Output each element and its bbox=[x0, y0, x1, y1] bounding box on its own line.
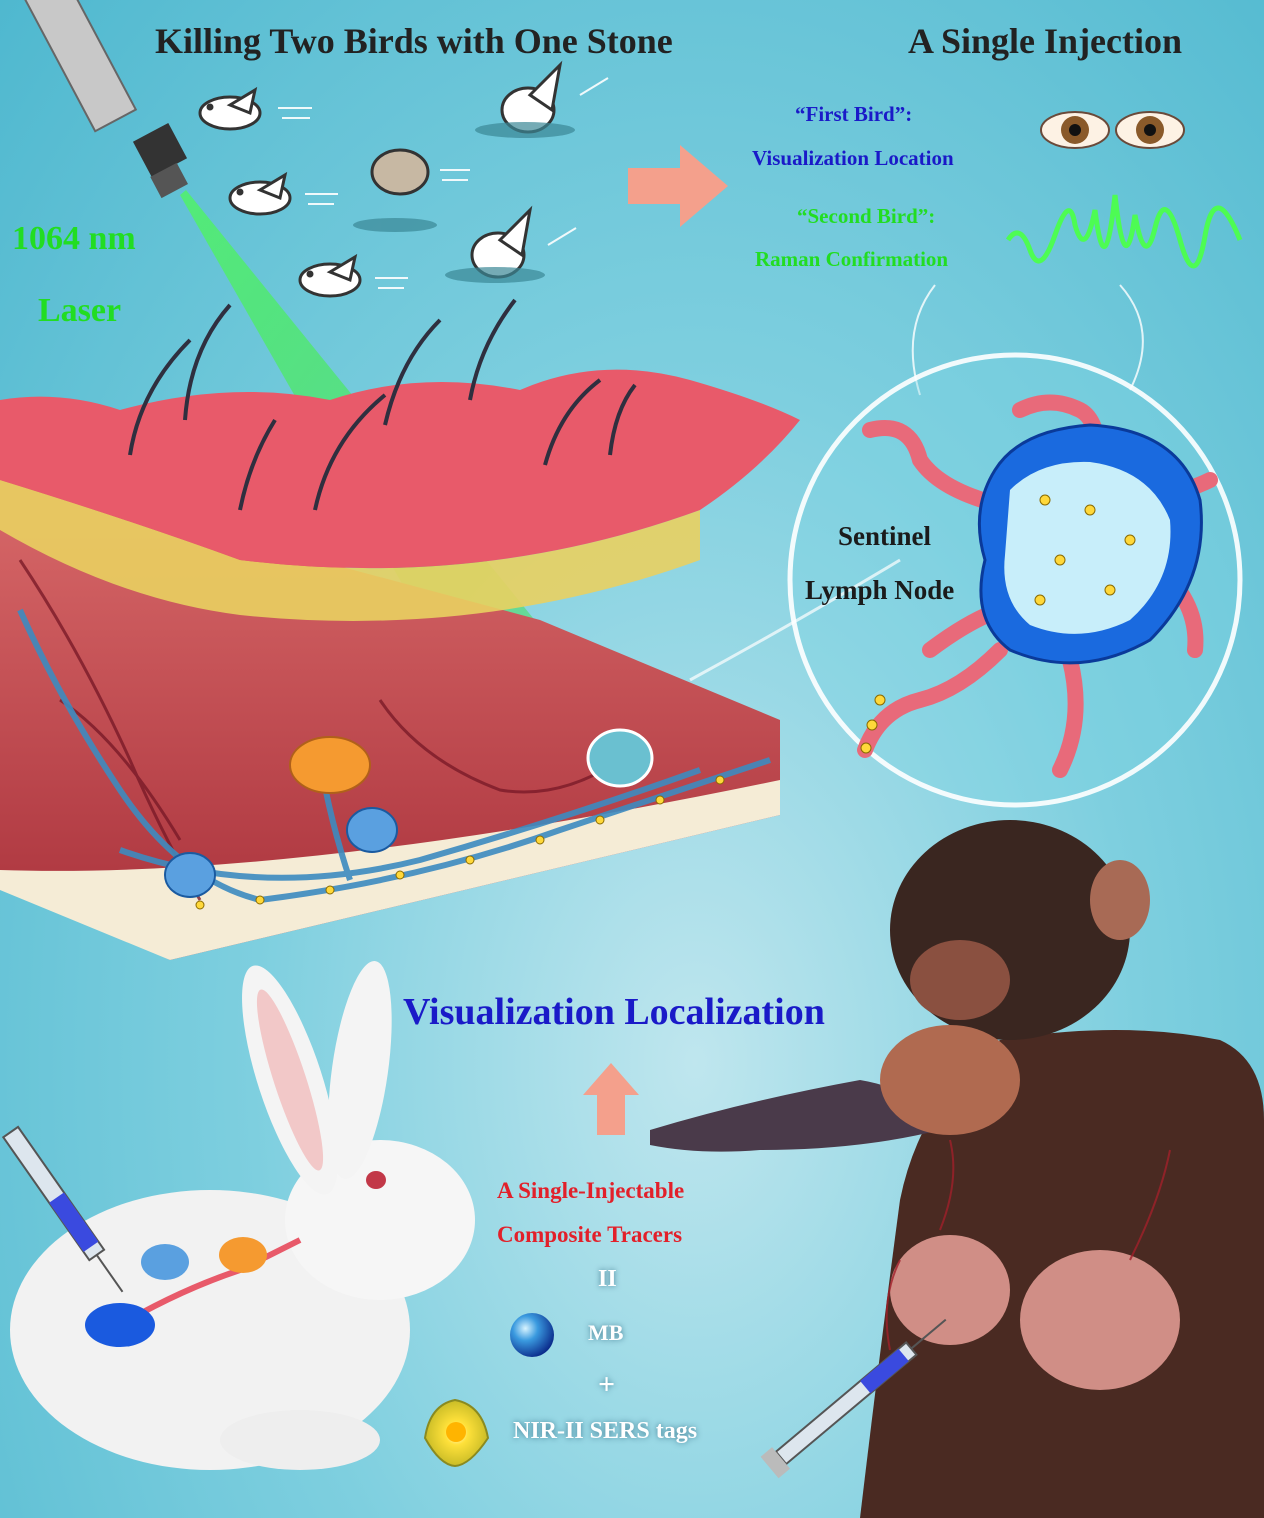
visualization-localization: Visualization Localization bbox=[403, 991, 825, 1033]
motion-lines bbox=[278, 77, 609, 289]
glow-swoosh bbox=[689, 558, 901, 682]
right-arrow-icon bbox=[628, 145, 728, 227]
tracer-line2: Composite Tracers bbox=[497, 1222, 683, 1247]
laser-label: Laser bbox=[38, 292, 122, 329]
sers-label: NIR-II SERS tags bbox=[513, 1418, 698, 1444]
first-bird-label: “First Bird”: bbox=[795, 102, 913, 126]
skin-tissue-block bbox=[0, 298, 800, 960]
equals-sign: II bbox=[598, 1266, 617, 1292]
up-arrow-icon bbox=[583, 1063, 639, 1135]
chimpanzee bbox=[650, 820, 1264, 1518]
laser-wavelength: 1064 nm bbox=[12, 220, 136, 257]
tracer-line1: A Single-Injectable bbox=[497, 1178, 685, 1203]
node-label-line2: Lymph Node bbox=[805, 575, 955, 605]
eyes-icon bbox=[1040, 111, 1185, 149]
mb-microbubble-icon bbox=[510, 1313, 554, 1357]
laser-pointer bbox=[23, 0, 188, 199]
syringe-icon bbox=[1, 1125, 124, 1293]
stone-icon bbox=[370, 148, 430, 196]
bird-shadows bbox=[353, 122, 575, 283]
magnified-lymph-node bbox=[787, 352, 1243, 808]
lymph-nodes-in-tissue bbox=[164, 728, 654, 898]
raman-signal-icon bbox=[1005, 194, 1243, 269]
plus-sign: + bbox=[598, 1368, 616, 1401]
sers-tag-icon bbox=[423, 1398, 490, 1468]
connector-lines bbox=[911, 284, 1144, 396]
hairs bbox=[128, 298, 637, 511]
title-left: Killing Two Birds with One Stone bbox=[155, 21, 673, 61]
second-bird-desc: Raman Confirmation bbox=[755, 247, 949, 271]
mb-label: MB bbox=[588, 1320, 624, 1345]
first-bird-desc: Visualization Location bbox=[752, 146, 954, 170]
node-label-line1: Sentinel bbox=[838, 521, 932, 551]
syringe-icon-2 bbox=[760, 1318, 947, 1479]
title-right: A Single Injection bbox=[908, 21, 1183, 61]
rabbit bbox=[10, 961, 475, 1470]
second-bird-label: “Second Bird”: bbox=[797, 204, 936, 228]
